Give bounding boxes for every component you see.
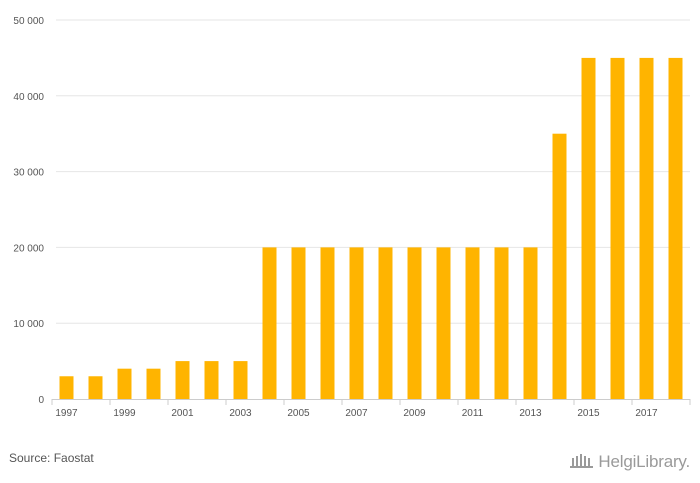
y-tick-label: 10 000: [13, 319, 44, 330]
x-axis: 1997 1999 2001 2003 2005 2007 2009 2011 2013 2015…: [51, 399, 691, 419]
bar-2008: [378, 247, 393, 399]
bar-2007: [349, 247, 364, 399]
bar-1997: [59, 376, 74, 399]
x-tick-label: 1997: [55, 408, 78, 419]
bar-2016: [610, 57, 625, 400]
source-note: Source: Faostat: [9, 451, 94, 465]
bar-2004: [262, 247, 277, 399]
x-tick-label: 2011: [462, 408, 484, 419]
x-tick-label: 1999: [113, 408, 136, 419]
bar-1998: [88, 376, 103, 399]
x-tick-label: 2017: [635, 408, 658, 419]
bar-2005: [291, 247, 306, 399]
bar-2009: [407, 247, 422, 399]
y-tick-label: 20 000: [13, 243, 44, 254]
bar-2015: [581, 57, 596, 400]
bar-2003: [233, 361, 248, 399]
y-tick-label: 30 000: [13, 168, 44, 179]
bar-chart: 0 10 000 20 000 30 000 40 000 50 000 1997 1999…: [13, 16, 691, 419]
x-tick-label: 2015: [577, 408, 600, 419]
x-tick-label: 2013: [519, 408, 542, 419]
logo-text: HelgiLibrary.: [598, 451, 690, 471]
bar-2002: [204, 361, 219, 399]
x-tick-label: 2003: [229, 408, 252, 419]
x-tick-label: 2005: [287, 408, 310, 419]
bar-2011: [465, 247, 480, 399]
bar-2014: [552, 133, 567, 399]
bar-2013: [523, 247, 538, 399]
bar-2006: [320, 247, 335, 399]
x-tick-label: 2007: [345, 408, 368, 419]
x-tick-label: 2001: [171, 408, 194, 419]
y-tick-label: 40 000: [13, 92, 44, 103]
bar-2010: [436, 247, 451, 399]
y-axis-ticks: 0 10 000 20 000 30 000 40 000 50 000: [13, 16, 44, 406]
y-tick-label: 50 000: [13, 16, 44, 27]
bars: [59, 57, 683, 400]
library-icon: [570, 449, 594, 474]
bar-2001: [175, 361, 190, 399]
bar-2012: [494, 247, 509, 399]
helgi-library-logo[interactable]: HelgiLibrary.: [570, 449, 690, 474]
bar-1999: [117, 368, 132, 399]
y-tick-label: 0: [38, 395, 44, 406]
bar-2017: [639, 57, 654, 400]
bar-2018: [668, 57, 683, 400]
x-tick-label: 2009: [403, 408, 426, 419]
bar-2000: [146, 368, 161, 399]
